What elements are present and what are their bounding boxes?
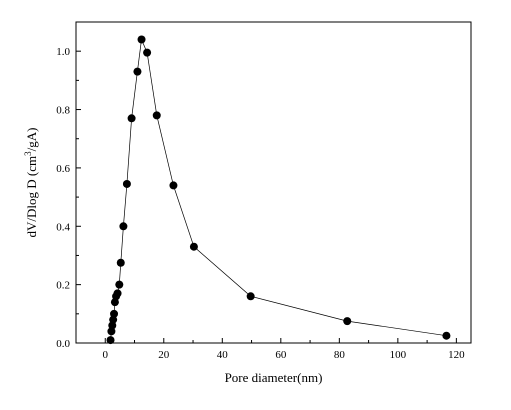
y-axis: 0.0 0.2 0.4 0.6 0.8 1.0 (56, 46, 81, 350)
x-tick-label: 100 (390, 349, 407, 361)
y-axis-title: dV/Dlog D (cm3/gA) (23, 128, 39, 238)
y-tick-label: 0.8 (56, 105, 70, 117)
x-tick-label: 80 (334, 349, 346, 361)
x-tick-label: 60 (275, 349, 287, 361)
y-tick-label: 0.4 (56, 221, 70, 233)
y-tick-label: 1.0 (56, 46, 70, 58)
y-tick-label: 0.2 (56, 280, 70, 292)
data-points (106, 35, 451, 345)
y-axis-title-superscript: 3 (23, 151, 33, 156)
data-point (152, 111, 161, 120)
data-point (110, 309, 119, 318)
data-point (246, 292, 255, 301)
data-point (119, 222, 128, 231)
data-point (189, 242, 198, 251)
data-point (115, 280, 124, 289)
data-point (113, 289, 122, 298)
data-point (127, 114, 136, 123)
x-axis: 0 20 40 60 80 100 120 (103, 338, 465, 361)
data-point (106, 336, 115, 345)
x-tick-label: 20 (158, 349, 170, 361)
plot-area-frame (75, 21, 472, 344)
y-tick-label: 0.0 (56, 338, 70, 350)
data-point (143, 48, 152, 57)
data-point (137, 35, 146, 44)
x-tick-label: 40 (217, 349, 229, 361)
x-tick-label: 0 (103, 349, 109, 361)
data-point (122, 179, 131, 188)
y-axis-title-prefix: dV/Dlog D (cm (24, 156, 39, 238)
data-point (133, 67, 142, 76)
y-tick-label: 0.6 (56, 163, 70, 175)
data-point (343, 317, 352, 326)
x-axis-title: Pore diameter(nm) (225, 370, 323, 385)
data-point (442, 331, 451, 340)
series-line (110, 38, 447, 341)
y-axis-title-suffix: /gA) (24, 128, 39, 152)
data-point (116, 258, 125, 267)
x-tick-label: 120 (448, 349, 465, 361)
data-point (169, 181, 178, 190)
